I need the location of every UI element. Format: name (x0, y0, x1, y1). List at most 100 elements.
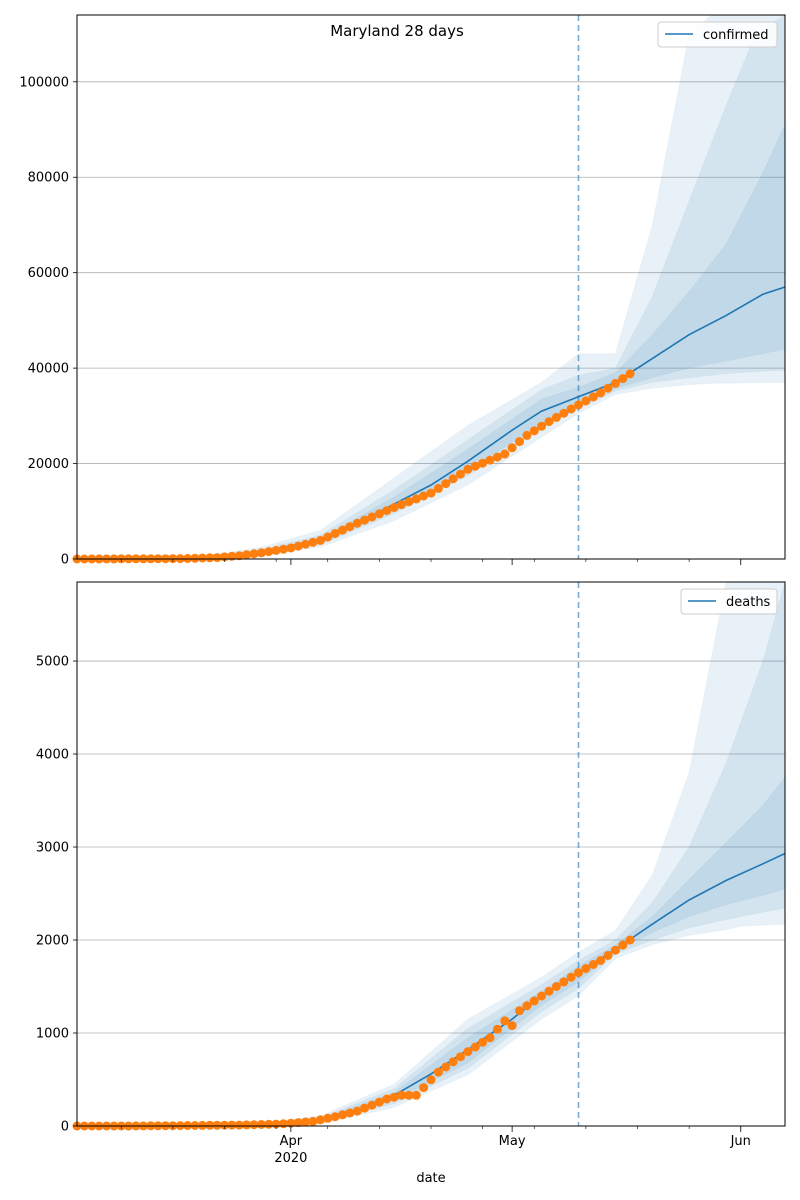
data-point (581, 396, 591, 406)
data-point (441, 1062, 451, 1072)
x-axis-label: date (416, 1171, 445, 1186)
data-point (404, 497, 414, 507)
data-point (367, 1100, 377, 1110)
data-point (411, 494, 421, 504)
data-point (374, 1097, 384, 1107)
y-tick-label: 3000 (36, 841, 69, 856)
band-inner (260, 776, 785, 1126)
x-axis-ticks: Apr 2020 May Jun (120, 1126, 751, 1166)
data-point (315, 535, 325, 545)
data-point (389, 503, 399, 512)
data-point (470, 461, 480, 471)
data-point (242, 1120, 252, 1130)
data-point (485, 1033, 495, 1043)
data-point (419, 1083, 429, 1093)
data-point (212, 1120, 222, 1130)
x-tick-sublabel: 2020 (274, 1151, 307, 1166)
data-point (433, 483, 443, 493)
data-point (625, 369, 635, 379)
gridlines (77, 81, 785, 464)
data-point (374, 509, 384, 519)
data-point (507, 443, 517, 453)
data-point (323, 1113, 333, 1123)
data-point (397, 500, 406, 510)
data-point (618, 374, 628, 384)
data-point (515, 437, 524, 447)
data-point (551, 412, 561, 422)
y-tick-label: 100000 (19, 75, 69, 90)
legend-label-deaths: deaths (726, 595, 771, 610)
data-point (197, 1120, 207, 1130)
data-point (234, 1120, 244, 1130)
legend-box (657, 21, 778, 48)
data-point (618, 940, 628, 950)
y-tick-label: 0 (61, 1120, 69, 1135)
y-tick-label: 1000 (36, 1027, 69, 1042)
data-point (485, 455, 495, 465)
y-tick-label: 2000 (36, 934, 69, 949)
data-point (197, 553, 207, 563)
data-point (581, 964, 591, 973)
data-point (588, 392, 598, 402)
x-axis-ticks (120, 559, 742, 565)
y-axis-ticks: 0 20000 40000 60000 80000 100000 (19, 75, 77, 568)
data-point (330, 529, 340, 538)
data-point (588, 960, 598, 969)
data-point (426, 1075, 436, 1085)
data-point (492, 452, 502, 462)
data-point (256, 548, 266, 558)
data-point (293, 1118, 303, 1128)
data-point (426, 488, 436, 498)
data-point (234, 551, 244, 561)
data-point (264, 547, 274, 557)
data-point (279, 544, 288, 554)
data-point (522, 1001, 532, 1011)
band-middle (260, 582, 785, 1126)
data-point (544, 417, 554, 427)
data-point (551, 982, 561, 991)
data-point (382, 506, 392, 516)
data-point (323, 532, 333, 542)
data-point (441, 479, 451, 489)
data-point (537, 991, 547, 1001)
data-point (227, 1120, 237, 1130)
uncertainty-bands (260, 582, 785, 1126)
y-tick-label: 40000 (28, 362, 69, 377)
data-point (205, 1120, 215, 1130)
y-axis-ticks: 0 1000 2000 3000 4000 5000 (36, 655, 77, 1135)
data-point (463, 1047, 473, 1057)
data-point (574, 968, 583, 978)
legend-label-confirmed: confirmed (703, 28, 769, 43)
data-point (308, 537, 318, 547)
x-tick-label: Jun (730, 1134, 751, 1149)
data-point (338, 525, 347, 535)
confirmed-panel: 0 20000 40000 60000 80000 100000 Maryland 28 … (19, 14, 786, 568)
data-point (537, 421, 547, 431)
y-tick-label: 60000 (28, 266, 69, 281)
data-point (338, 1110, 347, 1120)
data-point (404, 1090, 414, 1100)
data-point (470, 1042, 480, 1052)
data-point (500, 449, 510, 459)
observed-points (72, 935, 635, 1131)
legend-box (680, 588, 778, 615)
data-point (433, 1067, 443, 1077)
chart-title: Maryland 28 days (330, 22, 464, 40)
data-point (249, 1120, 259, 1130)
data-point (566, 404, 576, 414)
data-point (256, 1120, 266, 1129)
data-point (448, 1057, 458, 1067)
band-middle (187, 15, 785, 559)
data-point (345, 522, 355, 532)
data-point (220, 1120, 229, 1130)
data-point (596, 956, 606, 965)
data-point (456, 1052, 465, 1062)
data-point (529, 426, 539, 436)
data-point (205, 553, 215, 563)
data-point (507, 1021, 517, 1031)
y-tick-label: 5000 (36, 655, 69, 670)
data-point (559, 408, 569, 418)
x-tick-label: May (499, 1134, 526, 1149)
data-point (397, 1090, 406, 1100)
data-point (367, 512, 377, 522)
